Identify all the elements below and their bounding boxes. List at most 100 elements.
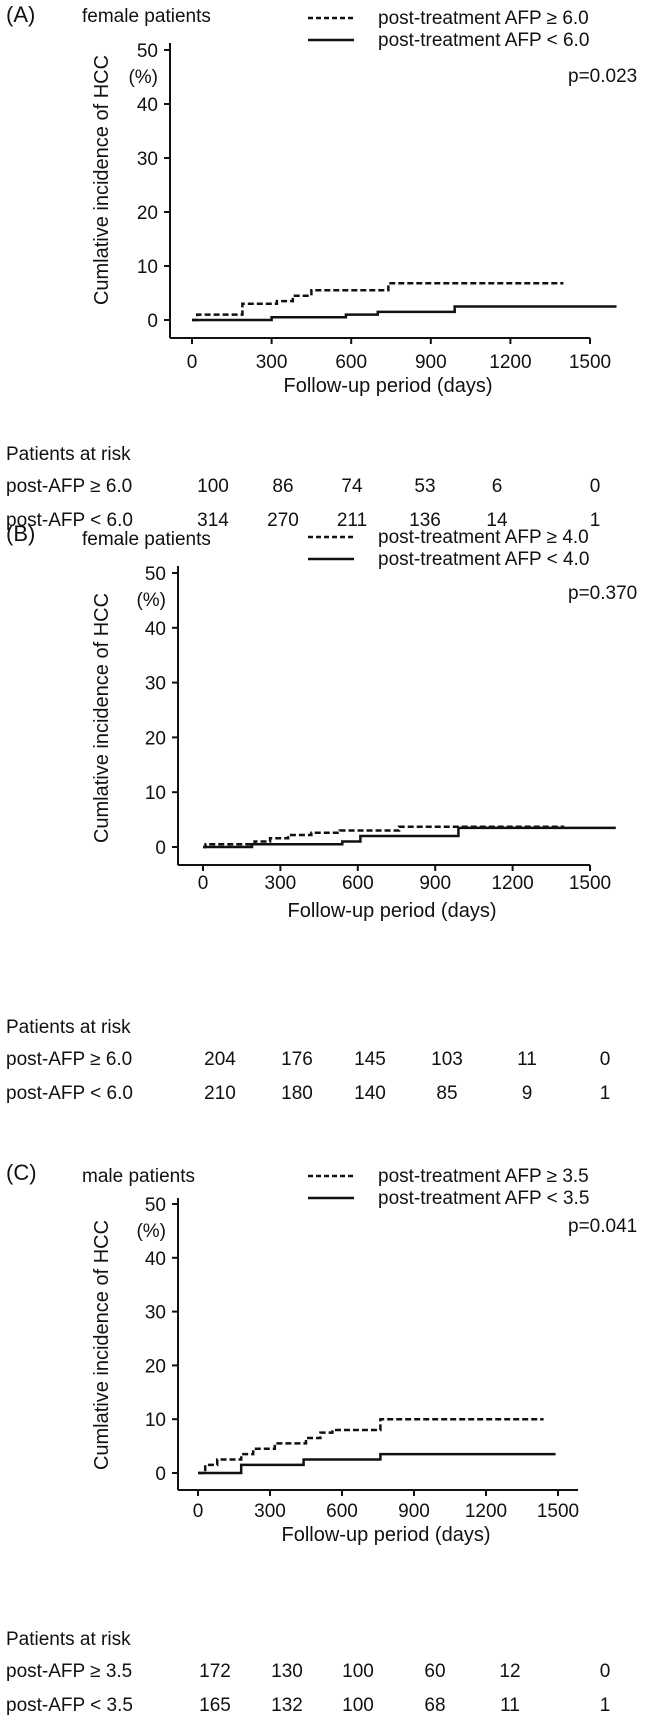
y-tick-label: 20 xyxy=(137,203,158,224)
y-tick-label: 50 xyxy=(145,564,166,585)
risk-table-title: Patients at risk xyxy=(6,444,131,465)
risk-count: 11 xyxy=(517,1049,537,1070)
y-tick-label: 40 xyxy=(145,1249,166,1270)
x-tick-label: 900 xyxy=(398,1501,430,1522)
y-axis-label: Cumlative incidence of HCC xyxy=(91,593,113,843)
plot-group: (C) male patients 0 10 20 30 40 50 (%) 0 300 600 900… xyxy=(6,1160,637,1546)
x-tick-label: 1200 xyxy=(489,352,531,373)
y-unit-label: (%) xyxy=(128,67,158,88)
risk-row: post-AFP ≥ 6.0 204 176 145 103 11 0 xyxy=(0,1049,667,1073)
y-tick-label: 20 xyxy=(145,1356,166,1377)
risk-count: 1 xyxy=(599,1083,611,1104)
y-tick-label: 0 xyxy=(155,838,166,859)
series-line-low xyxy=(192,305,617,322)
risk-count: 314 xyxy=(197,510,229,531)
p-value-label: p=0.041 xyxy=(568,1216,637,1237)
risk-count: 74 xyxy=(341,476,363,497)
y-axis-label: Cumlative incidence of HCC xyxy=(91,1220,113,1470)
series-line-low xyxy=(203,826,616,849)
x-tick-label: 0 xyxy=(187,352,198,373)
risk-count: 6 xyxy=(491,476,503,497)
risk-row: post-AFP < 6.0 210 180 140 85 9 1 xyxy=(0,1083,667,1107)
risk-count: 1 xyxy=(599,1695,611,1716)
risk-count: 85 xyxy=(436,1083,458,1104)
panel-c: (C) male patients 0 10 20 30 40 50 (%) 0 300 600 900… xyxy=(0,1160,667,1730)
risk-row: post-AFP < 6.0 314 270 211 136 14 1 xyxy=(0,510,667,534)
risk-row-label: post-AFP < 6.0 xyxy=(6,1083,133,1104)
y-tick-label: 20 xyxy=(145,728,166,749)
plot-group: (A) female patients 0 10 20 30 40 50 (%) 0 300 600 9… xyxy=(6,2,637,397)
panel-label: (B) xyxy=(6,521,35,546)
series-line-high xyxy=(198,1417,544,1475)
risk-row-label: post-AFP ≥ 6.0 xyxy=(6,1049,133,1070)
risk-count: 136 xyxy=(409,510,441,531)
x-tick-label: 0 xyxy=(198,873,209,894)
risk-count: 12 xyxy=(499,1661,521,1682)
y-tick-label: 50 xyxy=(137,41,158,62)
series-line-high xyxy=(203,825,565,849)
risk-count: 100 xyxy=(342,1695,374,1716)
risk-count: 68 xyxy=(424,1695,446,1716)
risk-count: 130 xyxy=(271,1661,303,1682)
risk-row: post-AFP < 3.5 165 132 100 68 11 1 xyxy=(0,1695,667,1719)
risk-count: 53 xyxy=(414,476,436,497)
y-tick-label: 40 xyxy=(145,619,166,640)
risk-count: 132 xyxy=(271,1695,303,1716)
plot-group: (B) female patients 0 10 20 30 40 50 (%) 0 300 600 9… xyxy=(6,521,637,922)
x-tick-label: 300 xyxy=(265,873,297,894)
risk-count: 165 xyxy=(199,1695,231,1716)
chart-svg: (C) male patients 0 10 20 30 40 50 (%) 0 300 600 900… xyxy=(6,1160,637,1546)
y-unit-label: (%) xyxy=(136,590,166,611)
legend-label: post-treatment AFP ≥ 4.0 xyxy=(378,527,589,548)
panel-subtitle: female patients xyxy=(82,529,211,550)
risk-count: 86 xyxy=(272,476,294,497)
risk-count: 11 xyxy=(500,1695,520,1716)
risk-count: 100 xyxy=(342,1661,374,1682)
y-tick-label: 10 xyxy=(145,783,166,804)
legend-label: post-treatment AFP ≥ 6.0 xyxy=(378,8,589,29)
risk-count: 1 xyxy=(589,510,601,531)
risk-row-label: post-AFP < 3.5 xyxy=(6,1695,133,1716)
y-tick-label: 40 xyxy=(137,95,158,116)
y-tick-label: 10 xyxy=(145,1410,166,1431)
x-tick-label: 1200 xyxy=(491,873,533,894)
risk-count: 145 xyxy=(354,1049,386,1070)
x-tick-label: 300 xyxy=(254,1501,286,1522)
risk-count: 0 xyxy=(589,476,601,497)
risk-count: 60 xyxy=(424,1661,446,1682)
risk-count: 172 xyxy=(199,1661,231,1682)
series-line-low xyxy=(198,1452,556,1475)
risk-count: 140 xyxy=(354,1083,386,1104)
x-tick-label: 600 xyxy=(342,873,374,894)
risk-row-label: post-AFP < 6.0 xyxy=(6,510,133,531)
panel-subtitle: female patients xyxy=(82,6,211,27)
risk-row: post-AFP ≥ 6.0 100 86 74 53 6 0 xyxy=(0,476,667,500)
x-axis-label: Follow-up period (days) xyxy=(284,375,493,397)
y-tick-label: 50 xyxy=(145,1195,166,1216)
y-tick-label: 0 xyxy=(155,1464,166,1485)
risk-count: 210 xyxy=(204,1083,236,1104)
risk-count: 176 xyxy=(281,1049,313,1070)
x-axis-label: Follow-up period (days) xyxy=(288,900,497,922)
series-line-high xyxy=(192,282,564,322)
risk-count: 270 xyxy=(267,510,299,531)
risk-count: 14 xyxy=(486,510,508,531)
panel-a: (A) female patients 0 10 20 30 40 50 (%) 0 300 600 9… xyxy=(0,0,667,573)
x-tick-label: 1500 xyxy=(537,1501,579,1522)
panel-subtitle: male patients xyxy=(82,1166,195,1187)
legend-label: post-treatment AFP ≥ 3.5 xyxy=(378,1166,589,1187)
risk-count: 100 xyxy=(197,476,229,497)
panel-label: (C) xyxy=(6,1160,37,1185)
x-tick-label: 600 xyxy=(326,1501,358,1522)
y-tick-label: 0 xyxy=(147,311,158,332)
y-unit-label: (%) xyxy=(136,1221,166,1242)
p-value-label: p=0.370 xyxy=(568,583,637,604)
p-value-label: p=0.023 xyxy=(568,66,637,87)
risk-count: 0 xyxy=(599,1661,611,1682)
x-tick-label: 900 xyxy=(419,873,451,894)
y-tick-label: 10 xyxy=(137,257,158,278)
legend-label: post-treatment AFP < 6.0 xyxy=(378,30,589,51)
x-tick-label: 1500 xyxy=(569,873,611,894)
chart-svg: (B) female patients 0 10 20 30 40 50 (%) 0 300 600 9… xyxy=(6,521,637,922)
x-tick-label: 0 xyxy=(193,1501,204,1522)
